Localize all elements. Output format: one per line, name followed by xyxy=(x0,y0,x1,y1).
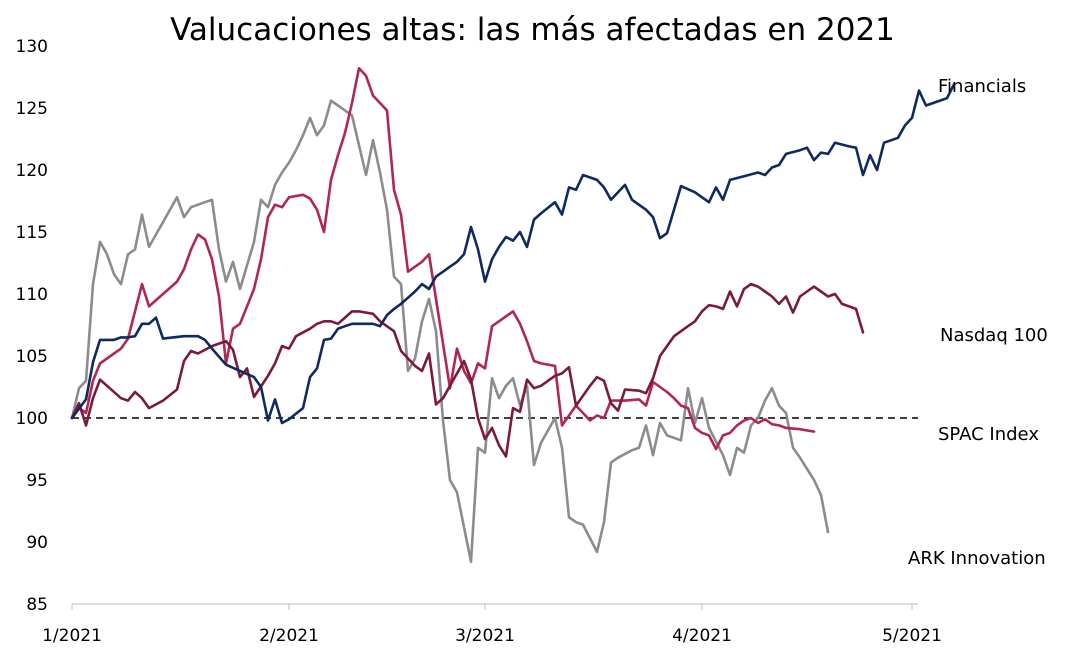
series-labels: Financials Nasdaq 100 SPAC Index ARK Innova… xyxy=(908,76,1048,569)
series-line-financials xyxy=(70,83,956,425)
series-line-nasdaq-100 xyxy=(70,282,865,458)
y-tick-label: 110 xyxy=(16,285,48,305)
x-tick-label: 1/2021 xyxy=(42,626,102,646)
y-tick-label: 95 xyxy=(26,471,48,491)
y-tick-label: 130 xyxy=(16,37,48,57)
series-group xyxy=(70,67,956,564)
y-tick-label: 85 xyxy=(26,595,48,615)
series-label-ark-innovation: ARK Innovation xyxy=(908,548,1046,569)
x-tick-label: 2/2021 xyxy=(259,626,319,646)
series-line-ark-innovation xyxy=(70,99,830,564)
y-tick-label: 105 xyxy=(16,347,48,367)
y-tick-label: 125 xyxy=(16,99,48,119)
y-tick-label: 115 xyxy=(16,223,48,243)
axes: 85 90 95 100 105 110 115 120 125 130 1/2021 2/2021 3… xyxy=(16,37,942,646)
x-tick-label: 4/2021 xyxy=(672,626,732,646)
chart-title: Valucaciones altas: las más afectadas en… xyxy=(170,12,895,48)
series-label-spac-index: SPAC Index xyxy=(938,424,1039,445)
y-tick-label: 100 xyxy=(16,409,48,429)
x-tick-label: 3/2021 xyxy=(455,626,515,646)
series-label-nasdaq-100: Nasdaq 100 xyxy=(940,325,1048,346)
x-tick-label: 5/2021 xyxy=(882,626,942,646)
y-tick-label: 90 xyxy=(26,533,48,553)
series-label-financials: Financials xyxy=(938,76,1026,97)
series-line-spac-index xyxy=(70,67,816,451)
y-tick-label: 120 xyxy=(16,161,48,181)
